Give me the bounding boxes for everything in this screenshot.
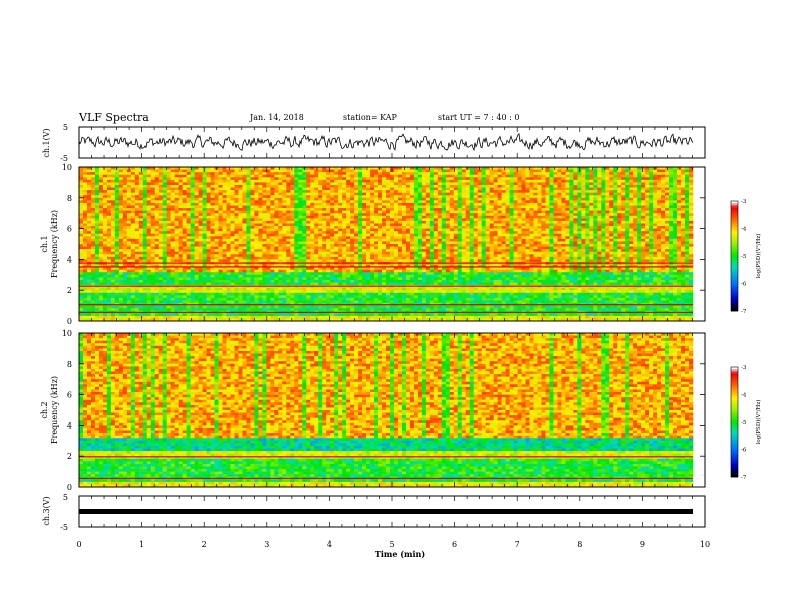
time-tick-labels: 0 1 2 3 4 5 6 7 8 9 10	[76, 540, 710, 549]
ch1-colorbar-tick-2: -5	[741, 254, 747, 260]
x-tick-label-6: 6	[452, 540, 457, 549]
ch2-colorbar-tick-3: -6	[741, 448, 747, 454]
ch3-waveform-line	[79, 509, 693, 514]
x-tick-label-3: 3	[264, 540, 269, 549]
ch2-spec-ytick-4: 8	[67, 360, 72, 369]
ch2-colorbar-tick-0: -3	[741, 365, 747, 371]
ch3-waveform-ylabel: ch.3(V)	[42, 496, 51, 525]
ch2-spec-ytick-1: 2	[67, 452, 72, 461]
x-tick-label-0: 0	[76, 540, 81, 549]
date-label: Jan. 14, 2018	[250, 113, 304, 122]
ch1-waveform-ylabel: ch.1(V)	[42, 128, 51, 157]
ch2-colorbar: -3 -4 -5 -6 -7 log(PSD)(V²/Hz)	[730, 365, 762, 481]
figure-title: VLF Spectra	[79, 111, 149, 124]
ch1-spectrogram-panel: 0 2 4 6 8 10 ch.1 Frequency (kHz)	[40, 163, 706, 326]
ch1-spec-ytick-1: 2	[67, 286, 72, 295]
ch1-spec-ytick-2: 4	[67, 255, 72, 264]
ch1-spectrogram-image	[79, 167, 694, 322]
ch1-colorbar-tick-3: -6	[741, 282, 747, 288]
x-axis-label: Time (min)	[375, 549, 425, 559]
ch3-ytick-top: 5	[63, 493, 68, 502]
ch2-colorbar-tick-2: -5	[741, 420, 747, 426]
ch1-spectrogram-ylabel-channel: ch.1	[40, 235, 49, 252]
start-time-label: start UT = 7 : 40 : 0	[438, 113, 520, 122]
ch2-spec-ytick-3: 6	[67, 391, 72, 400]
ch1-ytick-bottom: -5	[60, 154, 68, 163]
ch1-colorbar-tick-4: -7	[741, 309, 747, 315]
x-tick-label-1: 1	[139, 540, 144, 549]
ch1-waveform-line	[78, 132, 694, 152]
x-tick-label-10: 10	[700, 540, 710, 549]
ch2-spectrogram-image	[79, 333, 694, 488]
ch1-spec-ytick-4: 8	[67, 194, 72, 203]
ch1-ytick-top: 5	[63, 123, 68, 132]
ch1-spec-ytick-0: 0	[67, 317, 72, 326]
x-tick-label-7: 7	[515, 540, 520, 549]
x-tick-label-9: 9	[640, 540, 645, 549]
ch1-waveform-panel: 5 -5 ch.1(V)	[42, 123, 706, 163]
ch1-colorbar: -3 -4 -5 -6 -7 log(PSD)(V²/Hz)	[730, 199, 762, 315]
x-tick-label-8: 8	[577, 540, 582, 549]
ch2-spec-ytick-2: 4	[67, 421, 72, 430]
ch2-colorbar-label: log(PSD)(V²/Hz)	[755, 400, 762, 445]
x-tick-label-5: 5	[389, 540, 394, 549]
x-tick-label-4: 4	[327, 540, 332, 549]
station-label: station= KAP	[343, 113, 397, 122]
ch2-spectrogram-ylabel-channel: ch.2	[40, 401, 49, 418]
ch2-colorbar-tick-4: -7	[741, 475, 747, 481]
ch2-spec-ytick-5: 10	[62, 329, 72, 338]
ch1-colorbar-label: log(PSD)(V²/Hz)	[755, 234, 762, 279]
x-tick-label-2: 2	[202, 540, 207, 549]
ch1-colorbar-tick-1: -4	[741, 227, 747, 233]
ch2-spectrogram-panel: 0 2 4 6 8 10 ch.2 Frequency (kHz)	[40, 329, 706, 492]
ch1-spec-ytick-3: 6	[67, 225, 72, 234]
ch1-spec-ytick-5: 10	[62, 163, 72, 172]
time-ticks	[78, 127, 706, 527]
ch1-spectrogram-ylabel: Frequency (kHz)	[50, 210, 59, 278]
ch3-waveform-panel: 5 -5 ch.3(V)	[42, 493, 706, 532]
ch2-colorbar-tick-1: -4	[741, 393, 747, 399]
ch2-spectrogram-ylabel: Frequency (kHz)	[50, 376, 59, 444]
ch3-ytick-bottom: -5	[60, 523, 68, 532]
ch2-spec-ytick-0: 0	[67, 483, 72, 492]
ch1-colorbar-tick-0: -3	[741, 199, 747, 205]
